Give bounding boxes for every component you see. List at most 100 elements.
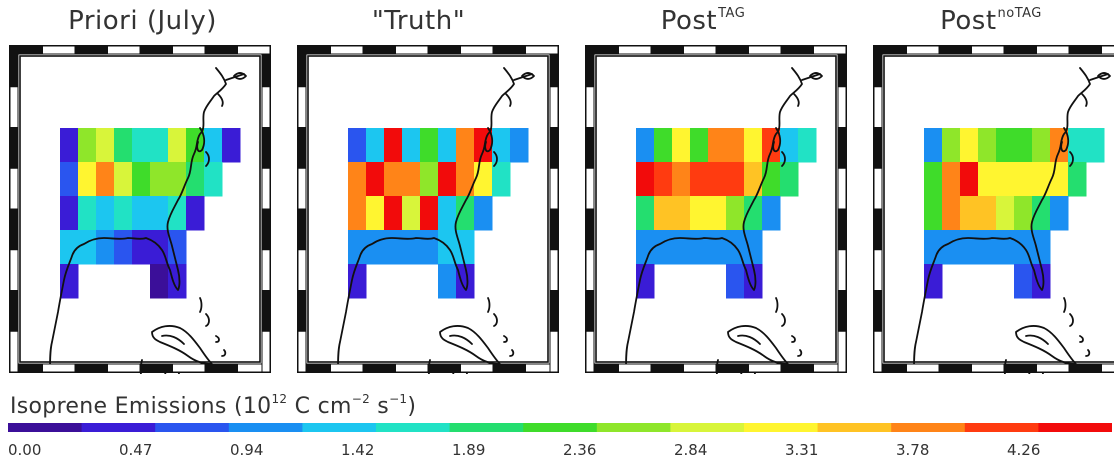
grid-cell [744, 264, 763, 299]
colorbar-tick-label: 4.26 [1007, 441, 1041, 459]
grid-cell [60, 128, 79, 163]
grid-cell [780, 162, 799, 197]
grid-cell [672, 162, 691, 197]
grid-cell [636, 264, 655, 299]
grid-cell [744, 230, 763, 265]
grid-cell [384, 230, 403, 265]
map-border [873, 45, 1114, 373]
grid-cell [438, 162, 457, 197]
colorbar-segment [670, 423, 745, 432]
grid-cell [150, 264, 169, 299]
map-post-tag [584, 44, 848, 374]
coastline-path [493, 151, 498, 167]
grid-cell [186, 128, 205, 163]
grid-cell [348, 162, 367, 197]
coastline-path [196, 127, 206, 153]
grid-cell [1068, 128, 1087, 163]
grid-cell [168, 128, 187, 163]
grid-cell [60, 196, 79, 231]
grid-cell [960, 196, 979, 231]
colorbar-segment [523, 423, 598, 432]
grid-cell [1032, 128, 1051, 163]
grid-cell [114, 162, 133, 197]
grid-cell [222, 128, 241, 163]
grid-cell [744, 128, 763, 163]
grid-cell [978, 162, 997, 197]
grid-cell [636, 230, 655, 265]
grid-cell [672, 196, 691, 231]
coastline-path [221, 349, 227, 357]
grid-cell [672, 230, 691, 265]
grid-cell [996, 162, 1015, 197]
grid-cell [690, 196, 709, 231]
colorbar-tick-label: 3.78 [896, 441, 930, 459]
grid-cell [384, 196, 403, 231]
grid-cell [78, 230, 97, 265]
grid-cell [1014, 162, 1033, 197]
grid-cell [996, 230, 1015, 265]
coastline-path [449, 334, 473, 345]
grid-cell [726, 128, 745, 163]
grid-cell [168, 230, 187, 265]
grid-cell [492, 128, 511, 163]
grid-cell [132, 128, 151, 163]
coastline-path [1097, 72, 1111, 80]
grid-cell [780, 128, 799, 163]
coastline-path [1069, 151, 1074, 167]
grid-cell [348, 230, 367, 265]
grid-cell [636, 162, 655, 197]
grid-cell [708, 162, 727, 197]
grid-cell [636, 128, 655, 163]
grid-cell [672, 128, 691, 163]
coastline-path [1085, 349, 1091, 357]
grid-cell [708, 128, 727, 163]
grid-cell [456, 196, 475, 231]
emission-grid [348, 128, 529, 299]
grid-cell [690, 162, 709, 197]
colorbar-segment [8, 423, 83, 432]
coastline-path [775, 297, 779, 313]
colorbar-segment [302, 423, 377, 432]
grid-cell [96, 196, 115, 231]
coastline-path [215, 335, 220, 343]
colorbar-segment [81, 423, 156, 432]
grid-cell [384, 128, 403, 163]
grid-cell [402, 162, 421, 197]
grid-cell [456, 162, 475, 197]
map-border [297, 45, 559, 373]
coastline-path [205, 151, 210, 167]
coastline-path [1063, 297, 1067, 313]
panel-title-post-notag: PostnoTAG [940, 6, 1042, 36]
coastline-path [913, 67, 1091, 371]
coastline-path [781, 151, 786, 167]
map-inner-frame [19, 55, 261, 363]
coastline-path [199, 297, 203, 313]
grid-cell [456, 128, 475, 163]
colorbar-tick-label: 3.31 [785, 441, 819, 459]
grid-cell [420, 230, 439, 265]
grid-cell [438, 128, 457, 163]
grid-cell [420, 196, 439, 231]
coastline-path [505, 93, 512, 107]
colorbar-segment [744, 423, 819, 432]
grid-cell [1014, 128, 1033, 163]
coastline-path [503, 335, 508, 343]
grid-cell [1032, 230, 1051, 265]
grid-cell [348, 264, 367, 299]
grid-cell [924, 196, 943, 231]
grid-cell [996, 128, 1015, 163]
coastline-path [809, 72, 823, 80]
colorbar-segment [155, 423, 230, 432]
grid-cell [708, 230, 727, 265]
map-inner-frame [883, 55, 1114, 363]
colorbar-segment [228, 423, 303, 432]
panel-title-priori: Priori (July) [68, 6, 217, 36]
grid-cell [132, 196, 151, 231]
colorbar-segment [964, 423, 1039, 432]
grid-cell [60, 162, 79, 197]
grid-cell [456, 264, 475, 299]
grid-cell [60, 264, 79, 299]
grid-cell [402, 128, 421, 163]
colorbar-segment [376, 423, 451, 432]
grid-cell [132, 230, 151, 265]
